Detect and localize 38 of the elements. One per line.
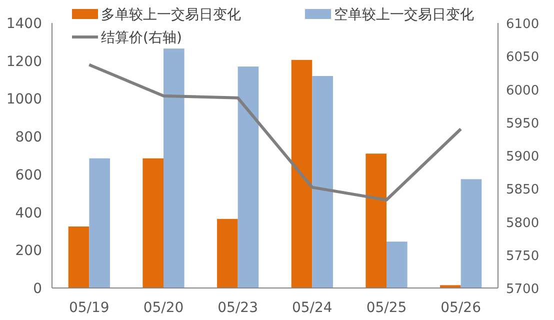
y-tick-label: 400	[15, 205, 42, 222]
y2-tick-label: 5850	[506, 182, 540, 198]
x-tick-label: 05/23	[218, 300, 258, 316]
y2-tick-label: 5950	[506, 116, 540, 132]
bar	[142, 158, 164, 288]
y-tick-label: 1200	[6, 54, 42, 70]
x-tick-label: 05/24	[292, 300, 332, 316]
line-series	[88, 63, 462, 202]
y-tick-label: 600	[15, 167, 42, 184]
x-tick-label: 05/20	[143, 300, 184, 316]
bar	[89, 158, 110, 288]
y-tick-label: 1400	[6, 16, 42, 32]
y-tick-label: 0	[33, 281, 42, 297]
x-tick-label: 05/19	[68, 300, 110, 316]
bar	[460, 179, 482, 288]
y2-tick-label: 6000	[506, 83, 540, 98]
legend-label: 空单较上一交易日变化	[334, 7, 474, 23]
y-tick-label: 1000	[6, 92, 42, 108]
bar	[312, 76, 333, 288]
legend-label: 多单较上一交易日变化	[101, 7, 241, 23]
bar	[366, 154, 386, 288]
bar	[68, 226, 90, 288]
y2-tick-label: 5900	[506, 150, 540, 164]
legend-label: 结算价(右轴)	[101, 30, 182, 46]
bar	[217, 218, 238, 288]
y2-tick-label: 5800	[506, 216, 540, 231]
y2-tick-label: 5700	[506, 282, 540, 297]
y2-tick-label: 5750	[506, 248, 540, 264]
bar	[238, 66, 259, 288]
y2-tick-label: 6050	[506, 50, 540, 66]
bar	[386, 242, 408, 288]
y-tick-label: 800	[15, 130, 42, 146]
y-tick-label: 200	[15, 243, 42, 260]
y2-tick-label: 6100	[506, 17, 540, 32]
bar	[164, 48, 184, 288]
x-tick-label: 05/26	[440, 300, 482, 316]
bar	[291, 60, 312, 288]
x-tick-label: 05/25	[366, 300, 407, 316]
